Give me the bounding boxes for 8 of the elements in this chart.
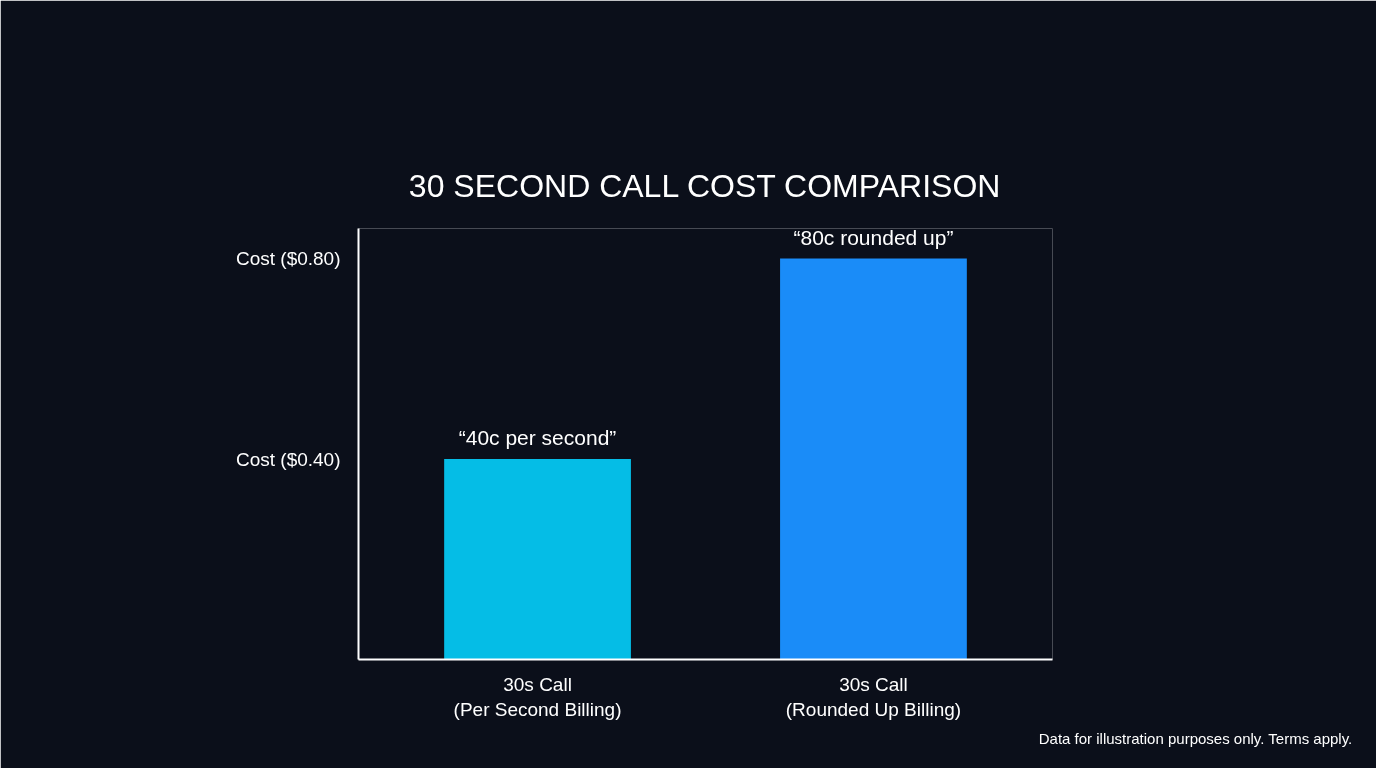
annotation: “40c per second” (458, 426, 617, 450)
chart-title: 30 SECOND CALL COST COMPARISON (408, 167, 1001, 204)
annotation: “80c rounded up” (793, 225, 954, 249)
text: Data for illustration purposes only. Terms apply. (1038, 729, 1353, 747)
x-tick-label: 30s Call (Rounded Up Billing) (785, 673, 962, 720)
y-tick-label: Cost ($0.80) (235, 248, 341, 270)
y-tick-label: Cost ($0.40) (235, 448, 341, 470)
x-tick-label: 30s Call (Per Second Billing) (453, 673, 622, 720)
